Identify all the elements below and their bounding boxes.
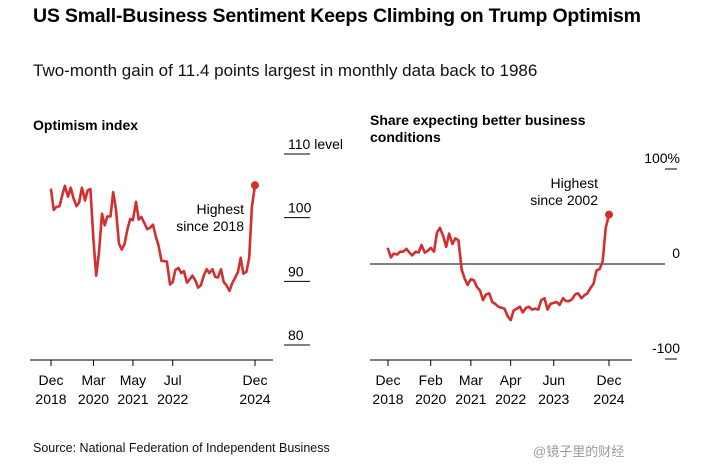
x-tick-label-month: Dec — [39, 372, 64, 388]
y-tick-label: 80 — [288, 327, 304, 343]
x-tick-label-month: Apr — [500, 372, 522, 388]
x-tick-label-year: 2020 — [78, 391, 109, 407]
panel-title: Optimism index — [33, 117, 138, 133]
x-tick-label-month: Dec — [376, 372, 401, 388]
x-tick-label-year: 2024 — [593, 391, 624, 407]
annotation-line: since 2018 — [176, 218, 244, 234]
x-tick-label-month: Jun — [542, 372, 565, 388]
x-tick-label-year: 2023 — [538, 391, 569, 407]
x-tick-label-year: 2018 — [372, 391, 403, 407]
series-line — [49, 183, 257, 293]
chart-panel-2: Share expecting better business condition… — [370, 112, 680, 407]
x-tick-label-year: 2021 — [455, 391, 486, 407]
x-tick-label-month: May — [120, 372, 146, 388]
chart-title: US Small-Business Sentiment Keeps Climbi… — [33, 5, 641, 27]
chart-panel-1: Optimism index 110 level 100 90 80 Dec 2018 Mar… — [30, 117, 343, 407]
annotation-line: since 2002 — [530, 192, 598, 208]
y-tick-label: 100% — [644, 150, 680, 166]
x-tick-label-month: Dec — [243, 372, 268, 388]
annotation-label: Highest since 2018 — [176, 201, 244, 234]
x-tick-label: May 2021 — [117, 372, 148, 407]
x-tick-label: Jul 2022 — [157, 372, 188, 407]
y-tick-label: -100 — [652, 340, 680, 356]
panel-title: Share expecting better business condition… — [370, 112, 586, 145]
y-tick-label: 100 — [288, 200, 312, 216]
x-tick-label: Jun 2023 — [538, 372, 569, 407]
x-tick-label-year: 2020 — [415, 391, 446, 407]
annotation-line: Highest — [551, 175, 599, 191]
x-tick-label: Apr 2022 — [495, 372, 526, 407]
series-line — [386, 213, 611, 322]
source-note: Source: National Federation of Independe… — [33, 441, 330, 455]
x-tick-label-year: 2022 — [157, 391, 188, 407]
x-tick-label: Mar 2020 — [78, 372, 109, 407]
x-tick-label-month: Feb — [419, 372, 443, 388]
x-tick-label-year: 2022 — [495, 391, 526, 407]
y-tick-label: 110 level — [288, 136, 343, 152]
x-tick-label-year: 2021 — [117, 391, 148, 407]
chart-subtitle: Two-month gain of 11.4 points largest in… — [33, 61, 538, 80]
x-tick-label-year: 2024 — [239, 391, 270, 407]
y-tick-label: 90 — [288, 263, 304, 279]
x-tick-label: Dec 2018 — [372, 372, 403, 407]
x-tick-label-year: 2018 — [35, 391, 66, 407]
annotation-line: Highest — [197, 201, 245, 217]
x-tick-label-month: Dec — [597, 372, 622, 388]
x-tick-label-month: Jul — [164, 372, 182, 388]
watermark: @镜子里的财经 — [533, 444, 625, 459]
x-tick-label-month: Mar — [81, 372, 105, 388]
annotation-label: Highest since 2002 — [530, 175, 598, 208]
x-tick-label: Dec 2024 — [239, 372, 270, 407]
y-tick-label: 0 — [672, 245, 680, 261]
panel-title-line: conditions — [370, 129, 441, 145]
latest-point-marker — [251, 181, 259, 190]
x-tick-label: Mar 2021 — [455, 372, 486, 407]
x-tick-label-month: Mar — [459, 372, 483, 388]
panel-title-line: Share expecting better business — [370, 112, 586, 128]
x-tick-label: Feb 2020 — [415, 372, 446, 407]
x-tick-label: Dec 2018 — [35, 372, 66, 407]
latest-point-marker — [605, 210, 613, 219]
x-tick-label: Dec 2024 — [593, 372, 624, 407]
